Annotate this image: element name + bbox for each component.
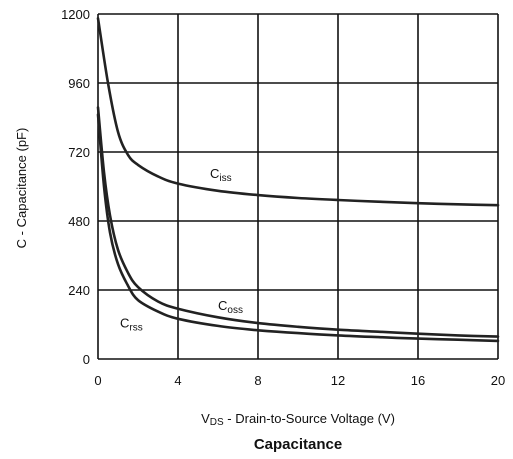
series-label-main: C [210,166,219,181]
y-tick-label-0: 0 [83,352,90,367]
x-tick-label-5: 20 [491,373,505,388]
series-line-rss [96,113,500,343]
series-line-oss [96,106,500,338]
y-tick-label-1: 240 [68,283,90,298]
y-tick-label-4: 960 [68,76,90,91]
y-axis-label: C - Capacitance (pF) [14,128,29,249]
series-label-subscript: rss [129,322,142,333]
series-label-main: C [218,298,227,313]
chart-title: Capacitance [254,436,342,453]
x-tick-label-4: 16 [411,373,425,388]
x-tick-label-2: 8 [254,373,261,388]
x-tick-label-3: 12 [331,373,345,388]
series-label-rss: Crss [120,315,143,333]
x-axis-label-subscript: DS [210,417,224,428]
x-tick-label-0: 0 [94,373,101,388]
grid [97,13,499,360]
series-line-iss [96,17,500,207]
y-tick-label-5: 1200 [61,7,90,22]
series-label-oss: Coss [218,298,243,316]
x-axis-label-suffix: - Drain-to-Source Voltage (V) [224,411,395,426]
x-axis-label: VDS - Drain-to-Source Voltage (V) [201,411,395,428]
series-label-subscript: iss [219,173,231,184]
y-tick-label-2: 480 [68,214,90,229]
series-label-iss: Ciss [210,166,232,184]
x-axis-label-prefix: V [201,411,210,426]
series-label-subscript: oss [227,305,243,316]
y-tick-label-3: 720 [68,145,90,160]
series-curves [96,17,500,343]
tick-labels: 0 4 8 12 16 20 0 240 480 720 960 1200 [61,7,505,388]
x-tick-label-1: 4 [174,373,181,388]
series-label-main: C [120,315,129,330]
